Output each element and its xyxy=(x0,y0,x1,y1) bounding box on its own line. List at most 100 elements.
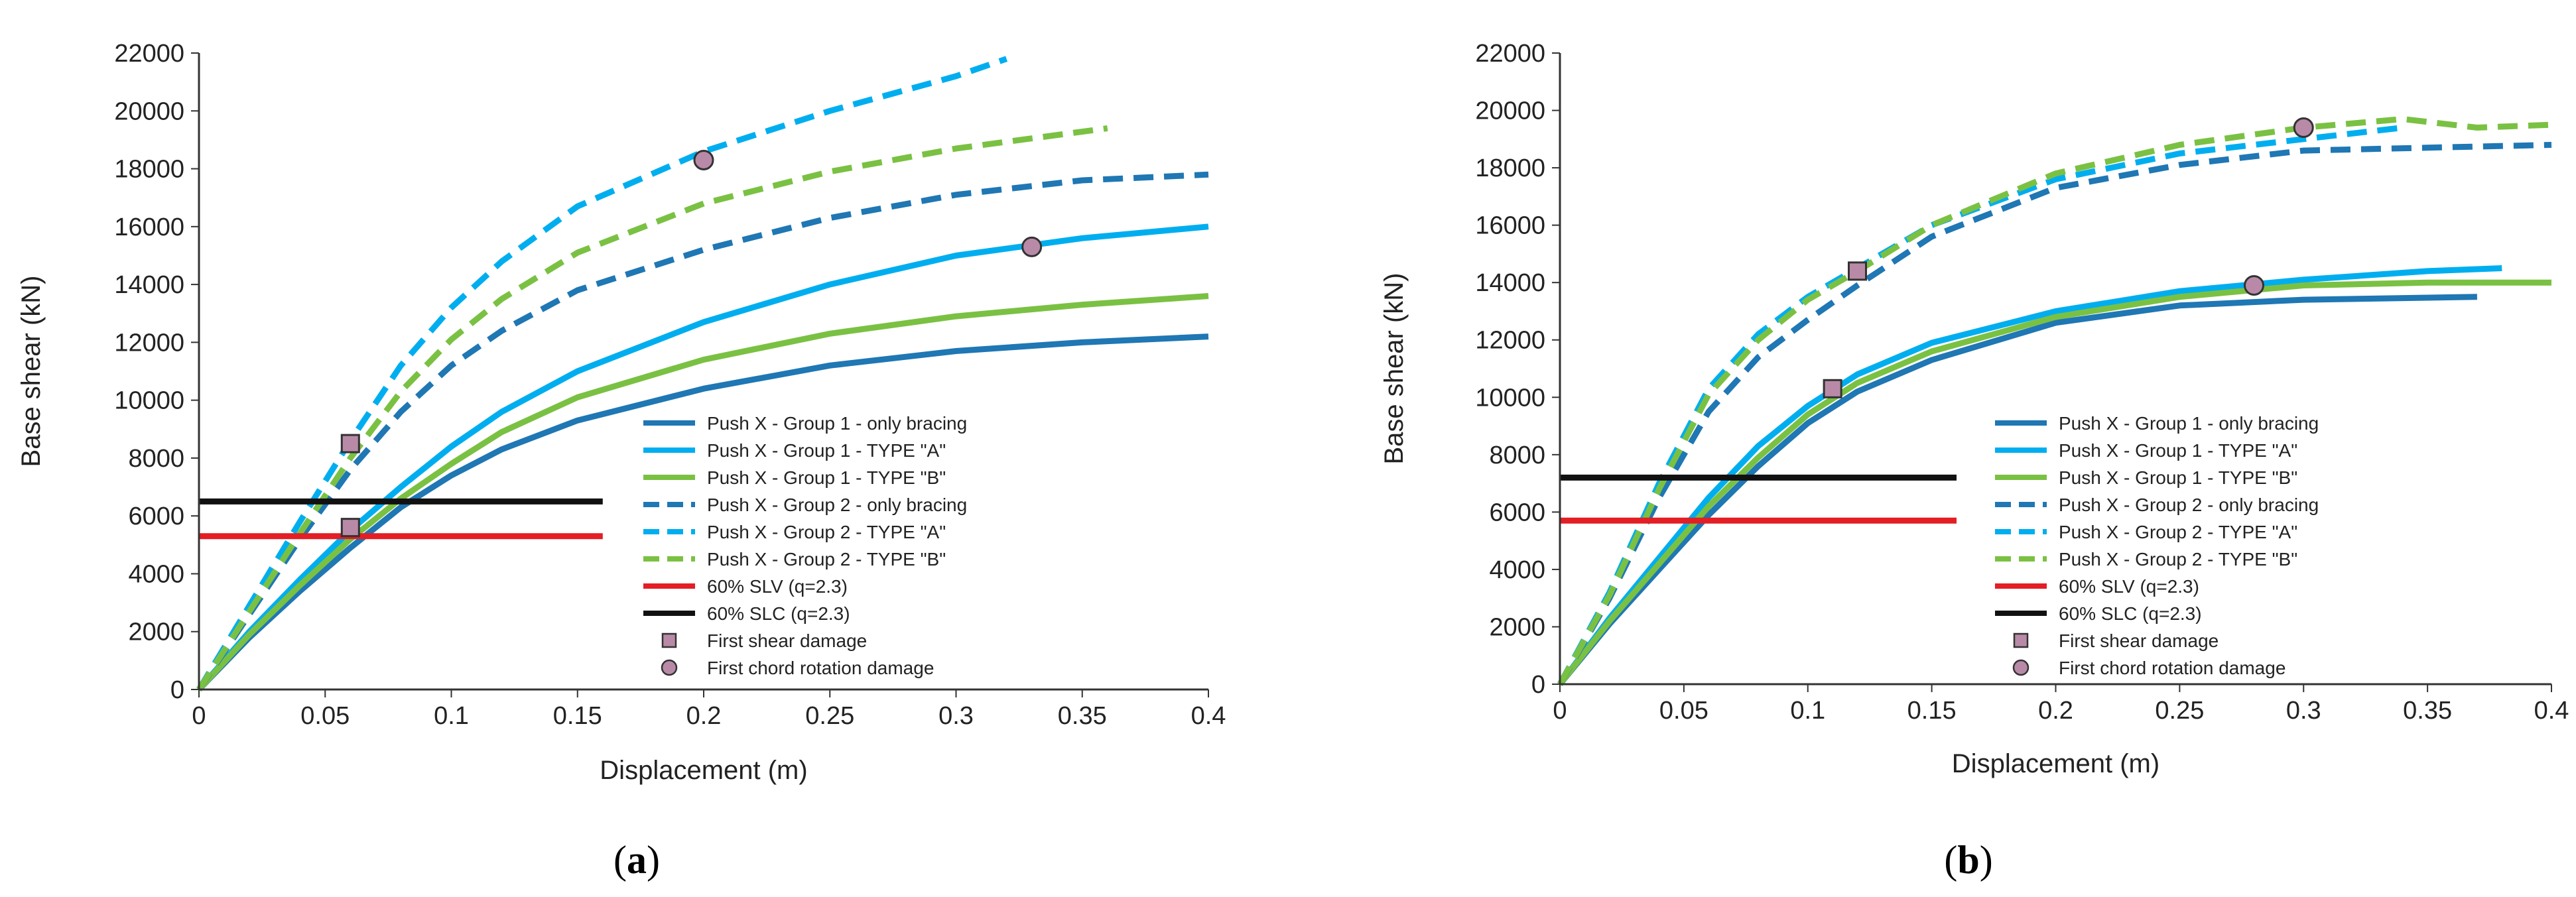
legend-label-b: Push X - Group 2 - TYPE "B" xyxy=(2059,549,2297,569)
shear-damage-marker-b xyxy=(1848,261,1867,281)
y-tick-label-a: 4000 xyxy=(128,560,184,588)
legend-label-b: Push X - Group 1 - TYPE "B" xyxy=(2059,467,2297,488)
x-tick-label-a: 0.3 xyxy=(938,702,974,730)
x-tick-label-b: 0.3 xyxy=(2286,697,2321,725)
series-line-b-6 xyxy=(1557,116,2552,686)
chord-rotation-marker-b xyxy=(2244,275,2264,296)
series-line-b-5 xyxy=(1557,125,2404,686)
x-tick-label-a: 0.2 xyxy=(686,702,722,730)
legend-label-a: Push X - Group 2 - only bracing xyxy=(707,495,967,515)
chord-rotation-marker-b xyxy=(2293,117,2314,139)
y-tick-label-b: 16000 xyxy=(1475,212,1545,240)
x-tick-label-b: 0.25 xyxy=(2155,697,2204,725)
series-line-b-4 xyxy=(1557,142,2552,686)
x-tick-label-a: 0.1 xyxy=(434,702,469,730)
series-line-a-2 xyxy=(196,223,1209,691)
caption-a-letter: a xyxy=(627,838,647,882)
plot-lines-a xyxy=(196,56,1209,692)
x-tick-label-a: 0 xyxy=(192,702,206,730)
legend-label-a: Push X - Group 1 - only bracing xyxy=(707,413,967,434)
legend-label-b: Push X - Group 2 - TYPE "A" xyxy=(2059,522,2297,542)
x-tick-label-a: 0.25 xyxy=(805,702,854,730)
chord-rotation-marker-a xyxy=(693,149,714,170)
legend-label-b: 60% SLC (q=2.3) xyxy=(2059,603,2202,624)
x-ticks-a: 0 0.05 0.1 0.15 0.2 0.25 0.3 0.35 0.4 xyxy=(192,689,1226,730)
y-tick-label-a: 6000 xyxy=(128,503,184,530)
x-tick-label-a: 0.05 xyxy=(300,702,350,730)
legend-label-a: First chord rotation damage xyxy=(707,658,934,678)
y-tick-label-a: 10000 xyxy=(114,387,184,415)
shear-damage-marker-b xyxy=(1823,379,1842,398)
plot-lines-b xyxy=(1557,116,2552,686)
legend-label-a: 60% SLV (q=2.3) xyxy=(707,576,848,597)
series-line-b-3 xyxy=(1557,279,2551,686)
legend-shear-marker-b xyxy=(2013,632,2029,648)
shear-damage-marker-a xyxy=(340,518,360,538)
caption-b: (b) xyxy=(1944,838,1992,882)
y-tick-label-a: 20000 xyxy=(114,97,184,125)
legend-b: Push X - Group 1 - only bracing Push X - … xyxy=(1995,413,2319,678)
legend-label-a: Push X - Group 2 - TYPE "A" xyxy=(707,522,946,542)
y-tick-label-b: 0 xyxy=(1531,671,1545,699)
x-tick-label-b: 0 xyxy=(1553,697,1567,725)
y-tick-label-a: 2000 xyxy=(128,619,184,646)
y-ticks-b: 0 2000 4000 6000 8000 10000 12000 14000 16000 180… xyxy=(1475,40,1560,699)
y-tick-label-b: 20000 xyxy=(1475,97,1545,125)
chart-panel-a: 0 0.05 0.1 0.15 0.2 0.25 0.3 0.35 0.4 0 2000 4000 6… xyxy=(17,40,1226,785)
chord-rotation-marker-a xyxy=(1021,236,1043,257)
legend-label-b: Push X - Group 2 - only bracing xyxy=(2059,495,2319,515)
series-line-a-5 xyxy=(196,56,1008,691)
legend-label-a: First shear damage xyxy=(707,630,867,651)
legend-label-a: 60% SLC (q=2.3) xyxy=(707,603,850,624)
y-axis-label-b: Base shear (kN) xyxy=(1380,273,1409,465)
x-tick-label-a: 0.15 xyxy=(553,702,602,730)
caption-a: (a) xyxy=(613,838,660,882)
series-line-a-6 xyxy=(196,125,1108,691)
y-tick-label-b: 18000 xyxy=(1475,154,1545,182)
y-tick-label-a: 12000 xyxy=(114,329,184,357)
legend-a: Push X - Group 1 - only bracing Push X - … xyxy=(643,413,967,678)
legend-label-a: Push X - Group 1 - TYPE "A" xyxy=(707,440,946,461)
y-tick-label-b: 22000 xyxy=(1475,40,1545,68)
y-tick-label-a: 22000 xyxy=(114,40,184,68)
y-tick-label-a: 8000 xyxy=(128,445,184,473)
legend-shear-marker-a xyxy=(661,632,677,648)
x-tick-label-b: 0.1 xyxy=(1790,697,1825,725)
legend-label-a: Push X - Group 2 - TYPE "B" xyxy=(707,549,946,569)
x-tick-label-b: 0.2 xyxy=(2038,697,2073,725)
x-tick-label-b: 0.05 xyxy=(1659,697,1708,725)
y-tick-label-b: 12000 xyxy=(1475,327,1545,355)
legend-chord-marker-a xyxy=(661,659,678,676)
legend-label-b: Push X - Group 1 - only bracing xyxy=(2059,413,2319,434)
x-tick-label-a: 0.4 xyxy=(1191,702,1226,730)
legend-label-b: First chord rotation damage xyxy=(2059,658,2286,678)
series-line-b-2 xyxy=(1557,265,2502,686)
y-axis-label-a: Base shear (kN) xyxy=(17,276,46,467)
series-line-a-1 xyxy=(196,333,1209,692)
x-ticks-b: 0 0.05 0.1 0.15 0.2 0.25 0.3 0.35 0.4 xyxy=(1553,684,2569,725)
y-tick-label-a: 14000 xyxy=(114,271,184,299)
y-tick-label-a: 16000 xyxy=(114,213,184,241)
damage-markers-b xyxy=(1823,117,2314,398)
legend-label-b: First shear damage xyxy=(2059,630,2219,651)
legend-label-b: 60% SLV (q=2.3) xyxy=(2059,576,2199,597)
y-tick-label-b: 6000 xyxy=(1489,499,1545,526)
shear-damage-marker-a xyxy=(340,434,360,453)
x-axis-label-a: Displacement (m) xyxy=(600,756,807,785)
x-tick-label-b: 0.4 xyxy=(2534,697,2569,725)
y-tick-label-b: 8000 xyxy=(1489,442,1545,469)
y-tick-label-b: 14000 xyxy=(1475,269,1545,297)
y-tick-label-a: 18000 xyxy=(114,156,184,184)
caption-b-letter: b xyxy=(1957,838,1979,882)
series-line-b-1 xyxy=(1557,294,2477,686)
y-tick-label-b: 4000 xyxy=(1489,556,1545,584)
chart-panel-b: 0 0.05 0.1 0.15 0.2 0.25 0.3 0.35 0.4 0 2000 4000 6… xyxy=(1380,40,2569,778)
damage-markers-a xyxy=(340,149,1043,538)
x-tick-label-a: 0.35 xyxy=(1058,702,1107,730)
legend-label-a: Push X - Group 1 - TYPE "B" xyxy=(707,467,946,488)
x-tick-label-b: 0.35 xyxy=(2403,697,2452,725)
y-tick-label-b: 10000 xyxy=(1475,384,1545,412)
x-axis-label-b: Displacement (m) xyxy=(1952,749,2159,778)
y-ticks-a: 0 2000 4000 6000 8000 10000 12000 14000 16000 180… xyxy=(114,40,199,704)
